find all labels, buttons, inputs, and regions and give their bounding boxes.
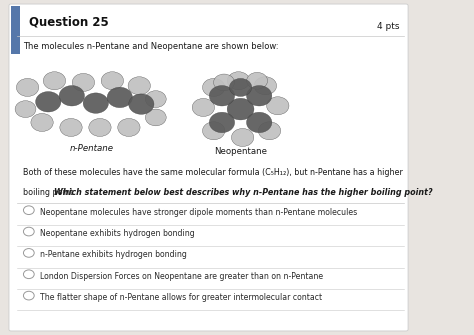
Text: Neopentane exhibits hydrogen bonding: Neopentane exhibits hydrogen bonding xyxy=(40,229,195,238)
Ellipse shape xyxy=(214,74,235,91)
Ellipse shape xyxy=(231,128,254,146)
Ellipse shape xyxy=(107,87,132,108)
Ellipse shape xyxy=(31,114,53,131)
Text: n-Pentane exhibits hydrogen bonding: n-Pentane exhibits hydrogen bonding xyxy=(40,250,187,259)
Ellipse shape xyxy=(254,77,276,95)
Ellipse shape xyxy=(267,97,289,115)
Ellipse shape xyxy=(83,93,109,113)
Text: boiling point.: boiling point. xyxy=(23,188,81,197)
Ellipse shape xyxy=(89,119,111,136)
FancyBboxPatch shape xyxy=(9,4,408,331)
Text: n-Pentane: n-Pentane xyxy=(70,144,114,153)
Ellipse shape xyxy=(202,78,225,96)
Text: Neopentane molecules have stronger dipole moments than n-Pentane molecules: Neopentane molecules have stronger dipol… xyxy=(40,208,358,216)
Ellipse shape xyxy=(128,94,154,114)
Text: The molecules n-Pentane and Neopentane are shown below:: The molecules n-Pentane and Neopentane a… xyxy=(23,43,279,51)
Ellipse shape xyxy=(246,72,267,89)
Text: 4 pts: 4 pts xyxy=(377,22,400,31)
Ellipse shape xyxy=(210,112,235,133)
Ellipse shape xyxy=(59,85,84,106)
Ellipse shape xyxy=(258,122,281,140)
Ellipse shape xyxy=(60,119,82,136)
Text: Question 25: Question 25 xyxy=(29,16,109,29)
Ellipse shape xyxy=(228,72,250,90)
Text: Which statement below best describes why n-Pentane has the higher boiling point?: Which statement below best describes why… xyxy=(55,188,433,197)
Ellipse shape xyxy=(246,85,272,106)
Ellipse shape xyxy=(202,122,225,140)
Ellipse shape xyxy=(146,91,166,108)
Ellipse shape xyxy=(128,77,150,95)
Ellipse shape xyxy=(229,78,252,96)
Ellipse shape xyxy=(210,85,235,106)
Ellipse shape xyxy=(227,98,254,120)
Ellipse shape xyxy=(101,72,124,90)
Ellipse shape xyxy=(72,73,95,91)
Ellipse shape xyxy=(17,78,39,96)
Ellipse shape xyxy=(246,112,272,133)
Text: Neopentane: Neopentane xyxy=(214,147,267,156)
Ellipse shape xyxy=(43,72,65,90)
Text: The flatter shape of n-Pentane allows for greater intermolecular contact: The flatter shape of n-Pentane allows fo… xyxy=(40,293,322,302)
Ellipse shape xyxy=(146,109,166,126)
Text: London Dispersion Forces on Neopentane are greater than on n-Pentane: London Dispersion Forces on Neopentane a… xyxy=(40,272,324,281)
Text: Both of these molecules have the same molecular formula (C₅H₁₂), but n-Pentane h: Both of these molecules have the same mo… xyxy=(23,168,403,177)
Ellipse shape xyxy=(15,101,36,118)
Ellipse shape xyxy=(118,119,140,136)
Bar xyxy=(11,6,20,54)
Ellipse shape xyxy=(36,91,61,112)
Ellipse shape xyxy=(192,98,215,117)
